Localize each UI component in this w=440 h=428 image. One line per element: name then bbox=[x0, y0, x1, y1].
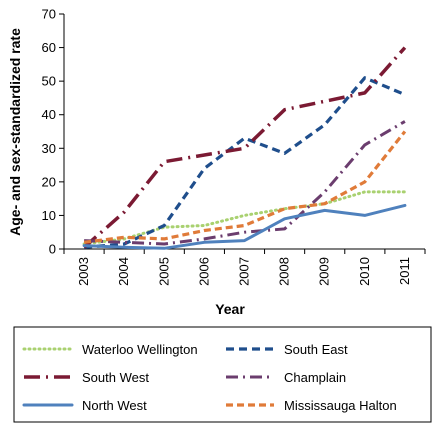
series-line-5 bbox=[83, 130, 407, 244]
y-tick-label: 70 bbox=[42, 7, 56, 22]
y-tick-label: 30 bbox=[42, 141, 56, 156]
axes bbox=[59, 13, 426, 254]
y-tick-label: 10 bbox=[42, 208, 56, 223]
legend-label-3: Champlain bbox=[284, 370, 346, 385]
legend-box bbox=[13, 326, 432, 423]
x-tick-label: 2010 bbox=[357, 257, 372, 286]
y-tick-label: 0 bbox=[49, 242, 56, 257]
y-tick-label: 20 bbox=[42, 174, 56, 189]
x-tick-label: 2004 bbox=[116, 257, 131, 286]
legend-label-2: South West bbox=[82, 370, 149, 385]
series-lines bbox=[82, 46, 407, 250]
x-tick-label: 2003 bbox=[76, 257, 91, 286]
series-line-4 bbox=[82, 203, 407, 250]
y-axis-title: Age- and sex-standardized rate bbox=[7, 28, 23, 236]
x-tick-label: 2009 bbox=[317, 257, 332, 286]
legend-label-1: South East bbox=[284, 342, 348, 357]
series-line-0 bbox=[82, 190, 407, 246]
series-line-1 bbox=[83, 76, 406, 249]
y-tick-labels: 0 10 20 30 40 50 60 70 bbox=[42, 7, 56, 257]
x-tick-label: 2007 bbox=[237, 257, 252, 286]
legend-label-0: Waterloo Wellington bbox=[82, 342, 198, 357]
x-axis-title: Year bbox=[215, 301, 245, 317]
x-tick-label: 2011 bbox=[397, 257, 412, 285]
legend: Waterloo Wellington South East South West C… bbox=[22, 342, 397, 413]
y-tick-label: 60 bbox=[42, 40, 56, 55]
legend-label-4: North West bbox=[82, 398, 147, 413]
x-tick-label: 2006 bbox=[196, 257, 211, 286]
y-tick-label: 40 bbox=[42, 107, 56, 122]
x-tick-labels: 2003 2004 2005 2006 2007 2008 2009 2010 2011 bbox=[76, 257, 412, 286]
x-tick-label: 2008 bbox=[277, 257, 292, 286]
series-line-2 bbox=[82, 46, 407, 249]
legend-label-5: Mississauga Halton bbox=[284, 398, 397, 413]
y-tick-label: 50 bbox=[42, 74, 56, 89]
x-tick-label: 2005 bbox=[156, 257, 171, 286]
series-line-3 bbox=[84, 120, 406, 246]
